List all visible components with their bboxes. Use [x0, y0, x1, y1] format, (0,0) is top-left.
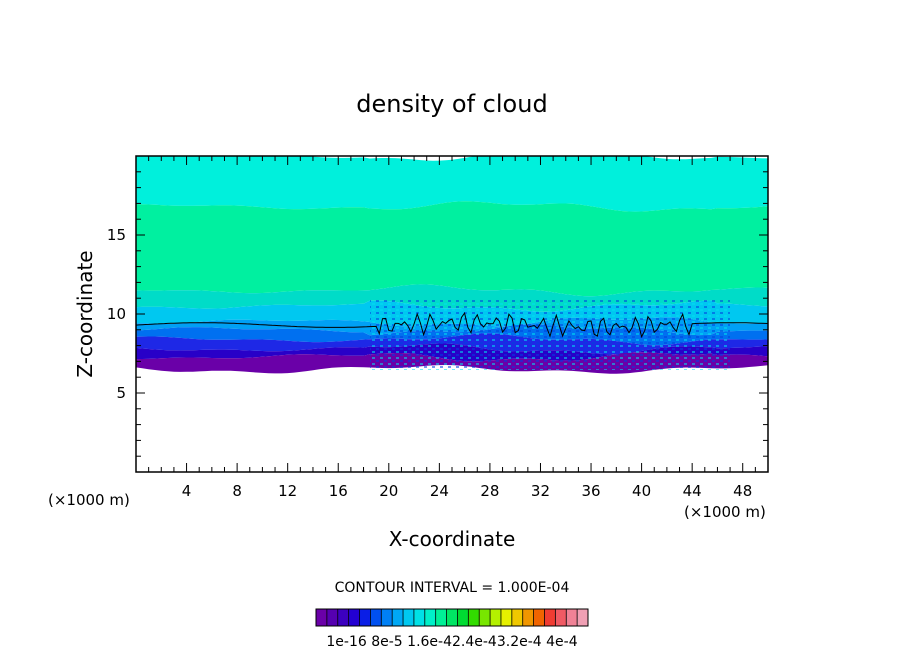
x-tick-label: 8	[232, 482, 242, 500]
y-axis-label: Z-coordinate	[73, 250, 97, 377]
x-tick-label: 32	[531, 482, 550, 500]
x-unit-right: (×1000 m)	[684, 503, 766, 521]
colorbar-swatch	[500, 609, 513, 626]
colorbar-swatch	[555, 609, 567, 626]
x-unit-left: (×1000 m)	[48, 491, 130, 509]
cloud-layer-1	[136, 156, 768, 212]
x-tick-label: 44	[683, 482, 702, 500]
x-tick-label: 24	[430, 482, 449, 500]
colorbar-swatch	[544, 609, 556, 626]
y-tick-label: 15	[107, 226, 126, 244]
colorbar-swatch	[370, 609, 382, 626]
colorbar-swatch	[337, 609, 349, 626]
contour-interval-label: CONTOUR INTERVAL = 1.000E-04	[335, 580, 570, 596]
colorbar-swatch	[359, 609, 371, 626]
plot-area	[136, 156, 768, 374]
x-axis-ticks: 4 8 12 16 20 24 28 32 36 40 44 48	[148, 156, 756, 500]
colorbar-swatch	[479, 609, 491, 626]
y-tick-label: 10	[107, 305, 126, 323]
x-tick-label: 48	[733, 482, 752, 500]
colorbar-swatch	[577, 609, 589, 626]
cloud-layer-2	[136, 201, 768, 297]
colorbar-swatch	[413, 609, 426, 626]
colorbar-swatch	[566, 609, 578, 626]
colorbar-swatch	[435, 609, 447, 626]
chart-title: density of cloud	[356, 90, 547, 118]
colorbar-swatch	[392, 609, 404, 626]
colorbar-swatch	[381, 609, 393, 626]
x-tick-label: 20	[379, 482, 398, 500]
y-tick-label: 5	[116, 384, 126, 402]
colorbar-swatch	[424, 609, 436, 626]
x-axis-label: X-coordinate	[389, 527, 516, 551]
colorbar-swatch	[490, 609, 502, 626]
x-tick-label: 4	[182, 482, 192, 500]
x-tick-label: 12	[278, 482, 297, 500]
colorbar-swatch	[316, 609, 328, 626]
colorbar-frame	[315, 608, 589, 627]
colorbar-swatch	[457, 609, 469, 626]
colorbar-swatch	[446, 609, 458, 626]
colorbar-swatch	[533, 609, 545, 626]
cloud-layer-3	[136, 284, 768, 312]
contour-line	[136, 311, 768, 339]
colorbar-swatch	[326, 609, 339, 626]
colorbar-swatch	[522, 609, 534, 626]
colorbar-swatch	[468, 609, 480, 626]
x-tick-label: 16	[329, 482, 348, 500]
colorbar-labels: 1e-16 8e-5 1.6e-42.4e-43.2e-4 4e-4	[326, 634, 577, 650]
y-axis-ticks: 5 10 15	[107, 171, 768, 457]
x-tick-label: 28	[480, 482, 499, 500]
x-tick-label: 36	[581, 482, 600, 500]
colorbar-swatch	[403, 609, 415, 626]
colorbar-swatch	[348, 609, 360, 626]
colorbar	[315, 608, 589, 627]
x-tick-label: 40	[632, 482, 651, 500]
colorbar-swatch	[511, 609, 524, 626]
